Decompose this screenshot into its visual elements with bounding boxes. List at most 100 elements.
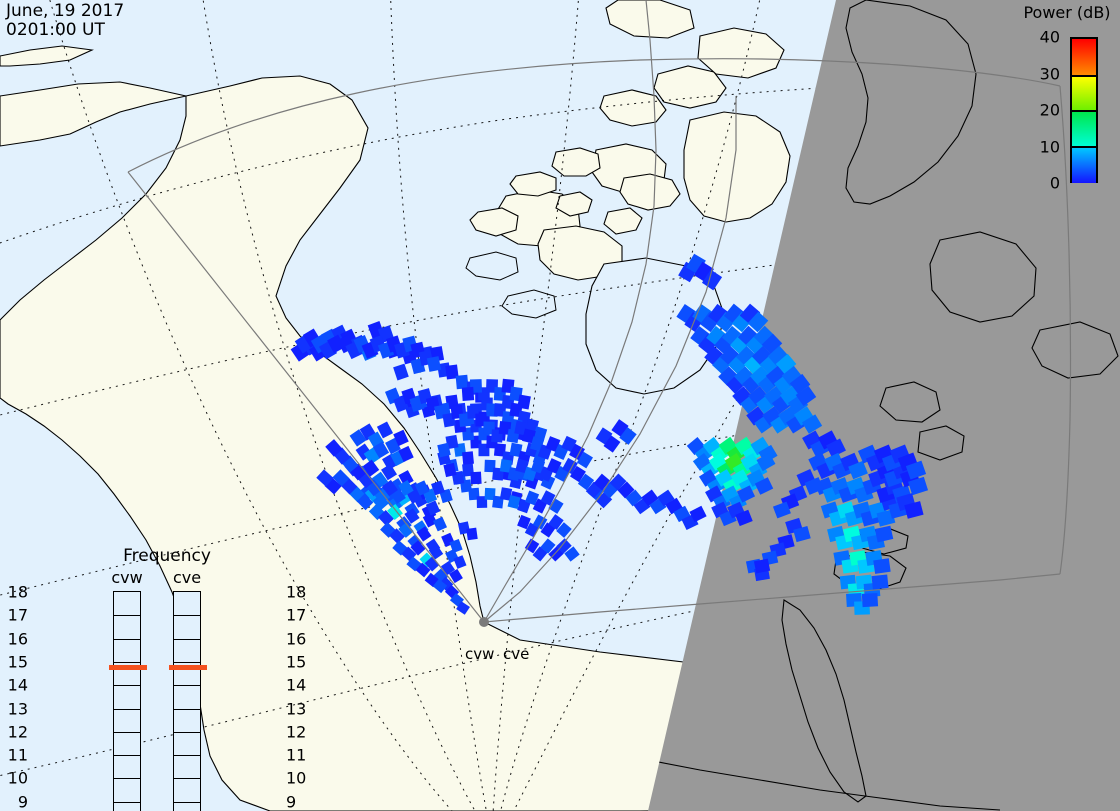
backscatter-cell xyxy=(724,453,744,472)
backscatter-cell xyxy=(577,473,595,491)
backscatter-cell xyxy=(611,419,629,437)
backscatter-cell xyxy=(756,452,776,472)
backscatter-cell xyxy=(793,525,811,543)
backscatter-cell xyxy=(437,442,451,458)
backscatter-cell xyxy=(404,508,420,524)
backscatter-cell xyxy=(515,458,529,474)
backscatter-cell xyxy=(393,429,409,447)
backscatter-cell xyxy=(440,560,456,576)
backscatter-cell xyxy=(456,601,470,615)
backscatter-cell xyxy=(908,476,929,496)
backscatter-cell xyxy=(318,340,338,360)
backscatter-cell xyxy=(545,436,561,452)
backscatter-cell xyxy=(432,578,448,594)
backscatter-cell xyxy=(789,373,811,395)
backscatter-cell xyxy=(415,562,431,578)
backscatter-cell xyxy=(445,364,459,380)
backscatter-cell xyxy=(449,568,463,584)
backscatter-cell xyxy=(294,334,314,354)
backscatter-cell xyxy=(443,462,457,478)
backscatter-cell xyxy=(484,459,496,473)
backscatter-cell xyxy=(564,546,580,562)
backscatter-cell xyxy=(507,495,521,509)
backscatter-cell xyxy=(422,512,438,528)
backscatter-cell xyxy=(593,473,611,491)
backscatter-cell xyxy=(746,406,766,426)
backscatter-cell xyxy=(779,386,801,406)
backscatter-cell xyxy=(349,429,367,447)
backscatter-cell xyxy=(708,453,728,471)
backscatter-cell xyxy=(398,445,414,463)
backscatter-cell xyxy=(484,487,496,501)
backscatter-cell xyxy=(461,386,475,401)
backscatter-cell xyxy=(740,452,760,472)
backscatter-cell xyxy=(569,465,586,483)
backscatter-cell xyxy=(778,406,798,426)
backscatter-cell xyxy=(556,522,572,538)
backscatter-cell xyxy=(290,342,310,362)
backscatter-cell xyxy=(848,460,868,480)
backscatter-cell xyxy=(718,436,738,456)
backscatter-cell xyxy=(753,558,771,574)
backscatter-cell xyxy=(706,325,726,347)
backscatter-cell xyxy=(387,504,403,520)
backscatter-cell xyxy=(398,480,414,496)
backscatter-cell xyxy=(723,303,745,325)
backscatter-cell xyxy=(389,477,405,495)
backscatter-cell xyxy=(686,253,706,275)
backscatter-cell xyxy=(754,477,774,495)
backscatter-cell xyxy=(704,346,724,366)
backscatter-cell xyxy=(356,493,374,511)
backscatter-cell xyxy=(625,489,643,507)
backscatter-cell xyxy=(721,325,743,347)
backscatter-cell xyxy=(424,556,440,572)
backscatter-cell xyxy=(619,427,637,445)
backscatter-cell xyxy=(736,485,756,503)
backscatter-cell xyxy=(734,366,754,386)
backscatter-cell xyxy=(509,442,523,458)
backscatter-cell xyxy=(327,334,345,354)
backscatter-cell xyxy=(801,414,823,434)
backscatter-cell xyxy=(426,356,442,372)
backscatter-cell xyxy=(406,556,422,572)
backscatter-cell xyxy=(693,261,714,283)
backscatter-cell xyxy=(692,453,712,471)
backscatter-cell xyxy=(540,490,556,506)
backscatter-cell xyxy=(332,469,350,487)
backscatter-cell xyxy=(739,303,761,325)
backscatter-cell xyxy=(445,434,459,450)
backscatter-cell xyxy=(378,509,394,527)
backscatter-cell xyxy=(398,522,414,538)
backscatter-cell xyxy=(532,546,548,562)
backscatter-cell xyxy=(873,558,891,574)
backscatter-cell xyxy=(772,501,791,519)
backscatter-cell xyxy=(493,443,506,457)
backscatter-cell xyxy=(325,439,343,457)
backscatter-cell xyxy=(530,458,546,474)
backscatter-cell xyxy=(676,303,696,324)
backscatter-cell xyxy=(734,436,754,456)
backscatter-cell xyxy=(431,480,445,496)
backscatter-cell xyxy=(690,326,710,346)
backscatter-cell xyxy=(861,592,879,608)
backscatter-cell xyxy=(389,528,405,544)
backscatter-cell xyxy=(416,526,432,542)
backscatter-cell xyxy=(540,538,556,554)
backscatter-cell xyxy=(686,436,706,456)
backscatter-cell xyxy=(556,538,572,554)
backscatter-cell xyxy=(433,516,448,532)
backscatter-cell xyxy=(381,463,398,481)
backscatter-cell xyxy=(525,490,540,506)
backscatter-cell xyxy=(905,460,927,480)
backscatter-cell xyxy=(804,477,824,495)
backscatter-cells xyxy=(290,253,929,615)
backscatter-cell xyxy=(363,447,381,465)
backscatter-cell xyxy=(732,386,752,406)
backscatter-cell xyxy=(665,497,683,515)
backscatter-cell xyxy=(793,406,815,426)
backscatter-cell xyxy=(657,489,675,507)
backscatter-cell xyxy=(462,451,474,465)
backscatter-cell xyxy=(609,473,627,491)
